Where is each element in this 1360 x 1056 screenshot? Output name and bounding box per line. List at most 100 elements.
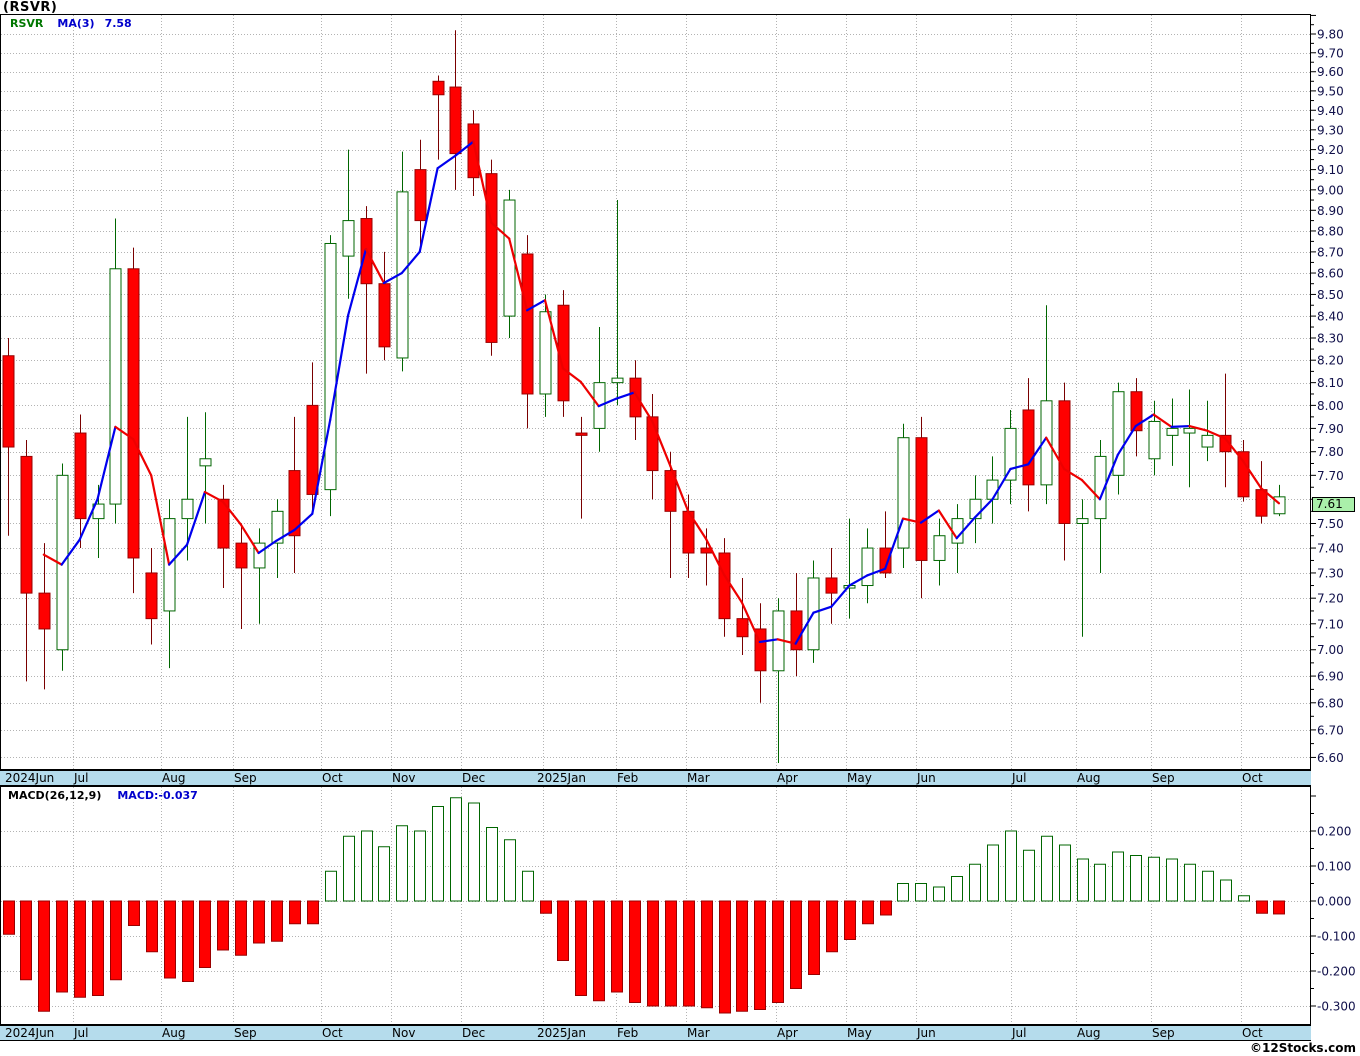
macd-bar <box>683 900 695 1007</box>
ma3-segment <box>132 438 153 477</box>
candle <box>1022 378 1035 512</box>
macd-bar <box>1023 849 1035 902</box>
ma3-segment <box>1134 413 1155 428</box>
pane-borders <box>0 14 1311 1025</box>
candle <box>163 499 176 669</box>
ma3-segment <box>454 140 475 157</box>
last-price-badge: 7.61 <box>1312 497 1355 512</box>
x-axis-month-label: Aug <box>1077 771 1101 785</box>
macd-bar <box>289 900 301 925</box>
candle <box>629 360 642 441</box>
ma3-segment <box>525 299 547 312</box>
ma3-segment <box>687 510 708 541</box>
macd-bar <box>1094 863 1106 902</box>
x-axis-month-label: Mar <box>687 1026 710 1040</box>
macd-bar <box>1184 863 1196 902</box>
ma3-segment <box>543 299 565 370</box>
ma3-segment <box>883 517 905 570</box>
x-axis-month-label: Jun <box>917 771 936 785</box>
ma3-segment <box>919 509 940 524</box>
ma3-segment <box>490 221 511 240</box>
macd-bar <box>3 900 15 935</box>
candle <box>1076 499 1089 637</box>
ma3-segment <box>1224 437 1245 463</box>
ma3-segment <box>1045 436 1066 471</box>
macd-bar <box>1041 835 1053 902</box>
candle <box>575 416 588 519</box>
candle <box>933 518 946 586</box>
macd-bar <box>987 844 999 902</box>
candle <box>915 416 928 599</box>
macd-bar <box>629 900 641 1003</box>
y-axis-label: -0.100 <box>1317 930 1356 944</box>
macd-bar <box>933 886 945 902</box>
ma3-segment <box>776 638 797 645</box>
y-axis-label: 9.50 <box>1317 84 1344 98</box>
y-axis-label: 7.50 <box>1317 517 1344 531</box>
ma3-segment <box>1206 429 1227 440</box>
y-axis-label: 8.50 <box>1317 288 1344 302</box>
macd-bar <box>522 870 534 902</box>
macd-bar <box>235 900 247 956</box>
candle <box>539 294 552 417</box>
macd-bar <box>38 900 50 1012</box>
x-axis-strip-main: 2024Jun Jul Aug Sep Oct Nov Dec 2025Jan Feb Mar Ap… <box>0 770 1311 786</box>
ma3-segment <box>937 509 958 540</box>
x-axis-month-label: Sep <box>1152 1026 1175 1040</box>
ma3-segment <box>722 573 744 604</box>
macd-bar <box>253 900 265 944</box>
candle <box>718 538 731 637</box>
candle <box>74 414 87 549</box>
ma3-segment <box>597 397 618 408</box>
ma3-segment <box>436 154 457 170</box>
candle <box>127 247 140 594</box>
main-pane-border <box>0 14 1311 770</box>
macd-bar <box>557 900 569 961</box>
ma-value: 7.58 <box>104 17 132 30</box>
candle <box>772 598 785 763</box>
macd-bar <box>897 883 909 902</box>
ma3-segment <box>973 498 994 519</box>
macd-bar <box>1273 900 1285 915</box>
macd-bars-group <box>3 797 1285 1014</box>
candle <box>521 235 534 429</box>
x-axis-month-label: Oct <box>322 1026 343 1040</box>
macd-bar <box>396 825 408 902</box>
macd-bar <box>307 900 319 925</box>
ma3-segment <box>293 512 314 532</box>
y-axis-label: 6.90 <box>1317 670 1344 684</box>
y-axis-label: 0.000 <box>1317 895 1351 909</box>
candle <box>1004 409 1017 505</box>
candle <box>181 416 194 561</box>
x-axis-month-label: Nov <box>392 771 416 785</box>
y-axis-label: 7.40 <box>1317 542 1344 556</box>
x-axis-month-label: Jul <box>74 771 89 785</box>
macd-bar <box>736 900 748 1012</box>
candle <box>109 218 122 524</box>
candle <box>253 528 266 624</box>
y-axis-label: 8.10 <box>1317 376 1344 390</box>
macd-bar <box>754 900 766 1010</box>
ma3-segment <box>633 391 654 423</box>
x-axis-month-label: Aug <box>1077 1026 1101 1040</box>
candle <box>324 235 337 517</box>
macd-bar <box>468 802 480 902</box>
candle <box>897 423 910 568</box>
candle <box>56 463 69 671</box>
macd-bar <box>74 900 86 998</box>
macd-bar <box>217 900 229 951</box>
y-axis-label: 9.70 <box>1317 46 1344 60</box>
ma3-segment <box>168 543 189 566</box>
candle <box>503 189 516 339</box>
ma3-segment <box>1009 463 1030 471</box>
x-axis-month-label: Nov <box>392 1026 416 1040</box>
ma3-segment <box>561 367 582 383</box>
y-axis-label: 7.90 <box>1317 422 1344 436</box>
macd-bar <box>1238 895 1250 902</box>
macd-bar <box>772 900 784 1003</box>
x-axis-month-label: Dec <box>462 1026 486 1040</box>
macd-bar <box>182 900 194 982</box>
y-axis-label: 9.30 <box>1317 123 1344 137</box>
candle <box>754 603 767 703</box>
y-axis-label: 8.70 <box>1317 245 1344 259</box>
